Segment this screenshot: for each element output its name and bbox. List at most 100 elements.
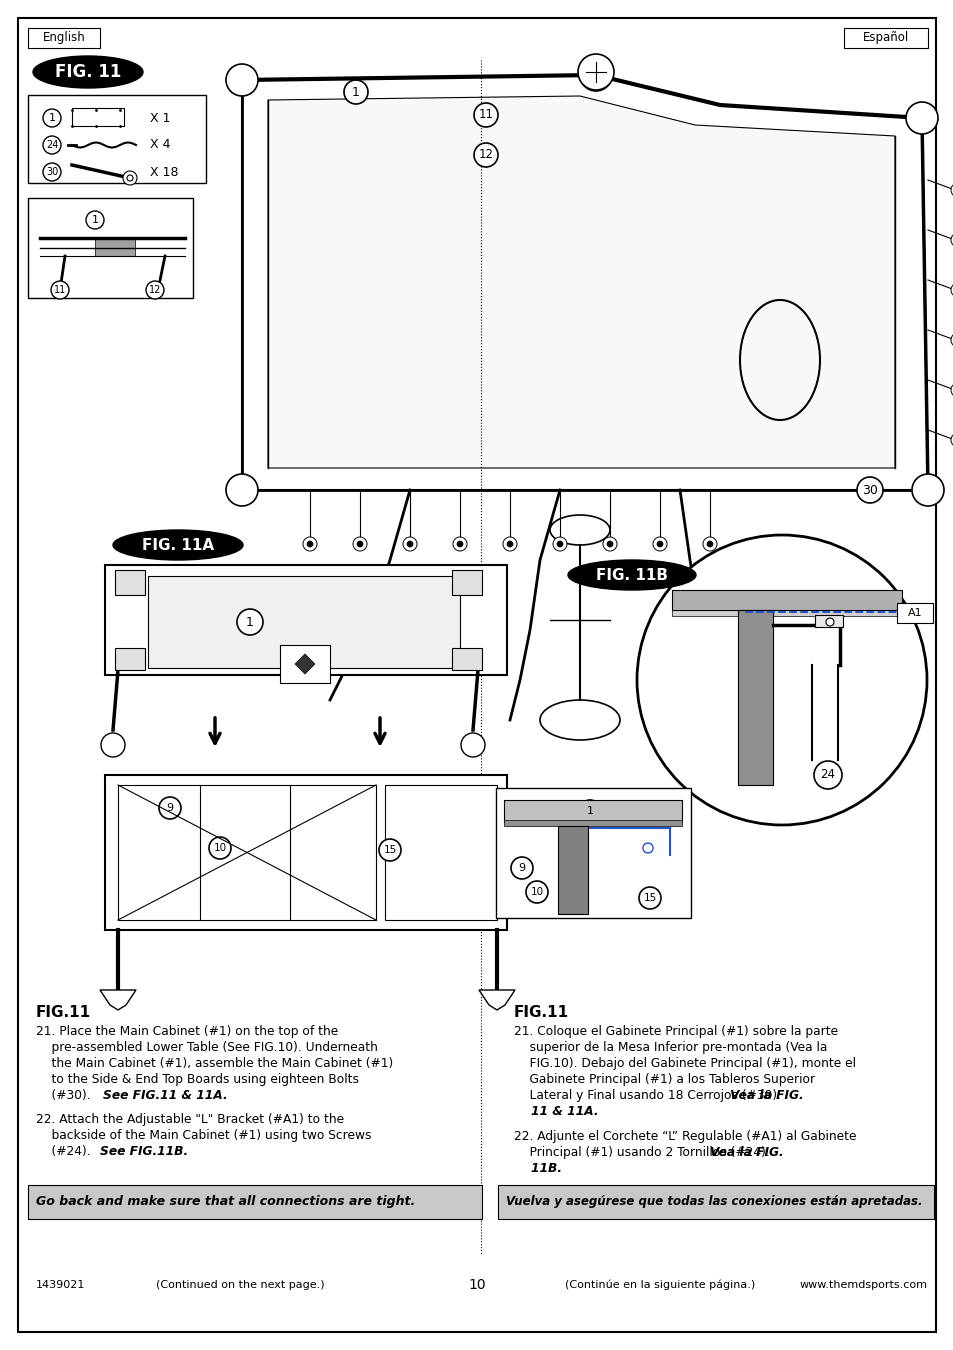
Circle shape: [502, 537, 517, 551]
Text: 21. Coloque el Gabinete Principal (#1) sobre la parte: 21. Coloque el Gabinete Principal (#1) s…: [514, 1025, 838, 1038]
Text: 1439021: 1439021: [36, 1280, 85, 1291]
Circle shape: [602, 537, 617, 551]
Circle shape: [356, 541, 363, 547]
Text: 24: 24: [820, 768, 835, 782]
Circle shape: [456, 541, 462, 547]
Text: (#30).: (#30).: [36, 1089, 94, 1102]
Text: 15: 15: [642, 892, 656, 903]
Text: 12: 12: [149, 285, 161, 296]
Circle shape: [813, 761, 841, 788]
Bar: [28, 95, 206, 184]
Circle shape: [578, 801, 600, 822]
Circle shape: [51, 281, 69, 298]
Circle shape: [578, 54, 614, 90]
Polygon shape: [478, 990, 515, 1010]
Circle shape: [856, 477, 882, 504]
Circle shape: [146, 281, 164, 298]
Bar: [503, 801, 681, 822]
Text: 9: 9: [517, 863, 525, 873]
Text: FIG. 11: FIG. 11: [54, 63, 121, 81]
Bar: [452, 648, 481, 670]
Circle shape: [402, 537, 416, 551]
Text: 12: 12: [478, 148, 493, 162]
Circle shape: [950, 284, 953, 297]
Text: superior de la Mesa Inferior pre-montada (Vea la: superior de la Mesa Inferior pre-montada…: [514, 1041, 826, 1054]
Circle shape: [639, 887, 660, 909]
Circle shape: [344, 80, 368, 104]
Text: 1: 1: [246, 616, 253, 629]
Bar: [148, 576, 459, 668]
Text: (#24).: (#24).: [36, 1145, 94, 1158]
Bar: [385, 784, 497, 919]
Bar: [28, 198, 193, 298]
Bar: [105, 775, 506, 930]
Text: X 4: X 4: [150, 139, 171, 151]
Polygon shape: [268, 96, 894, 468]
Circle shape: [950, 184, 953, 197]
Text: 11 & 11A.: 11 & 11A.: [514, 1106, 598, 1118]
Ellipse shape: [567, 560, 696, 590]
Text: Principal (#1) usando 2 Tornillos (#24).: Principal (#1) usando 2 Tornillos (#24).: [514, 1146, 773, 1160]
Polygon shape: [242, 76, 927, 490]
Bar: [452, 570, 481, 595]
Circle shape: [101, 733, 125, 757]
Text: 24: 24: [46, 140, 58, 150]
Text: FIG.10). Debajo del Gabinete Principal (#1), monte el: FIG.10). Debajo del Gabinete Principal (…: [514, 1057, 855, 1071]
Circle shape: [905, 103, 937, 134]
Circle shape: [606, 541, 613, 547]
Text: Lateral y Final usando 18 Cerrojos (#30).: Lateral y Final usando 18 Cerrojos (#30)…: [514, 1089, 784, 1102]
Bar: [105, 566, 506, 675]
Ellipse shape: [33, 55, 143, 88]
Text: Vuelva y asegúrese que todas las conexiones están apretadas.: Vuelva y asegúrese que todas las conexio…: [505, 1196, 922, 1208]
Text: 10: 10: [468, 1278, 485, 1292]
Text: See FIG.11B.: See FIG.11B.: [100, 1145, 188, 1158]
Circle shape: [307, 541, 313, 547]
Circle shape: [950, 383, 953, 397]
Text: Gabinete Principal (#1) a los Tableros Superior: Gabinete Principal (#1) a los Tableros S…: [514, 1073, 814, 1085]
Bar: [71, 108, 124, 126]
Bar: [671, 590, 901, 610]
Circle shape: [226, 474, 257, 506]
Text: X 18: X 18: [150, 166, 178, 178]
Ellipse shape: [112, 531, 243, 560]
Text: pre-assembled Lower Table (See FIG.10). Underneath: pre-assembled Lower Table (See FIG.10). …: [36, 1041, 377, 1054]
Bar: [843, 28, 927, 49]
Text: 1: 1: [586, 806, 593, 815]
Circle shape: [86, 211, 104, 230]
Bar: [503, 819, 681, 826]
Text: 21. Place the Main Cabinet (#1) on the top of the: 21. Place the Main Cabinet (#1) on the t…: [36, 1025, 338, 1038]
Circle shape: [209, 837, 231, 859]
Circle shape: [303, 537, 316, 551]
Circle shape: [353, 537, 367, 551]
Text: 11: 11: [53, 285, 66, 296]
Text: (Continúe en la siguiente página.): (Continúe en la siguiente página.): [564, 1280, 755, 1291]
Text: 1: 1: [91, 215, 98, 225]
Text: www.themdsports.com: www.themdsports.com: [800, 1280, 927, 1291]
Circle shape: [236, 609, 263, 634]
Circle shape: [525, 882, 547, 903]
Circle shape: [825, 618, 833, 626]
Circle shape: [652, 537, 666, 551]
Circle shape: [657, 541, 662, 547]
Text: Español: Español: [862, 31, 908, 45]
Circle shape: [950, 234, 953, 247]
Circle shape: [911, 474, 943, 506]
Bar: [558, 826, 587, 914]
Circle shape: [378, 838, 400, 861]
Circle shape: [950, 433, 953, 447]
Circle shape: [474, 143, 497, 167]
Text: Go back and make sure that all connections are tight.: Go back and make sure that all connectio…: [36, 1196, 415, 1208]
Circle shape: [453, 537, 467, 551]
Circle shape: [642, 842, 652, 853]
Bar: [497, 1185, 933, 1219]
Text: X 1: X 1: [150, 112, 171, 126]
Circle shape: [43, 109, 61, 127]
Circle shape: [553, 537, 566, 551]
Circle shape: [702, 537, 717, 551]
Circle shape: [474, 103, 497, 127]
Text: FIG. 11A: FIG. 11A: [142, 537, 213, 552]
Text: 22. Adjunte el Corchete “L” Regulable (#A1) al Gabinete: 22. Adjunte el Corchete “L” Regulable (#…: [514, 1130, 856, 1143]
Bar: [115, 648, 145, 670]
Circle shape: [557, 541, 562, 547]
Text: 11: 11: [478, 108, 493, 122]
